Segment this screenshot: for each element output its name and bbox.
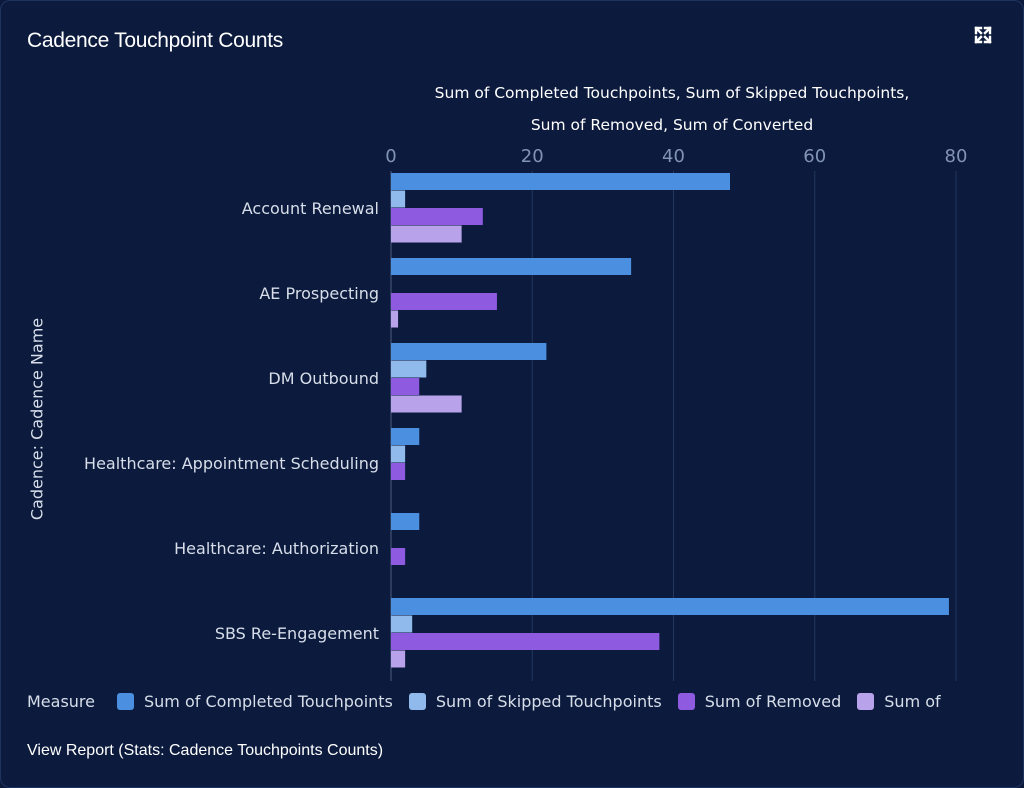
legend: Measure Sum of Completed Touchpoints Sum… <box>27 688 957 714</box>
bar <box>391 293 497 310</box>
legend-swatch <box>677 692 695 710</box>
bar <box>391 598 949 615</box>
legend-swatch <box>117 692 134 710</box>
y-category-label: SBS Re-Engagement <box>215 624 379 643</box>
bar <box>391 378 420 395</box>
legend-text: Sum of <box>884 691 941 711</box>
expand-arrows-icon <box>974 26 992 44</box>
x-tick-label: 60 <box>803 146 826 167</box>
bar <box>391 463 406 480</box>
y-category-label: DM Outbound <box>268 369 379 388</box>
bar <box>391 395 462 413</box>
legend-text: Sum of Skipped Touchpoints <box>435 691 662 711</box>
bar-chart: 0 20 40 60 80 Account Renewal AE Prospecting DM… <box>84 146 968 681</box>
x-tick-label: 0 <box>385 146 396 167</box>
legend-text: Sum of Completed Touchpoints <box>144 691 393 711</box>
bar <box>391 650 406 668</box>
view-report-link[interactable]: View Report (Stats: Cadence Touchpoints … <box>27 742 384 759</box>
y-category-label: AE Prospecting <box>259 284 379 303</box>
legend-text: Sum of Removed <box>704 691 842 711</box>
bar <box>391 428 420 445</box>
bar <box>391 445 406 463</box>
bar <box>391 310 399 328</box>
bar <box>391 208 483 225</box>
legend-item-converted[interactable]: Sum of <box>857 691 941 711</box>
legend-swatch <box>857 692 875 710</box>
bar <box>391 343 547 360</box>
legend-item-skipped[interactable]: Sum of Skipped Touchpoints <box>408 691 662 711</box>
bar <box>391 190 406 208</box>
bar <box>391 258 632 275</box>
bar <box>391 360 427 378</box>
bar <box>391 513 420 530</box>
legend-label: Measure <box>27 691 95 711</box>
x-axis-title-line-2: Sum of Removed, Sum of Converted <box>530 116 814 134</box>
x-tick-label: 80 <box>945 146 968 167</box>
bar <box>391 548 406 565</box>
y-category-label: Healthcare: Authorization <box>174 539 379 558</box>
chart-title: Cadence Touchpoint Counts <box>27 29 283 52</box>
bar <box>391 173 730 190</box>
bar <box>391 633 660 650</box>
bar <box>391 615 413 633</box>
legend-item-removed[interactable]: Sum of Removed <box>677 691 842 711</box>
expand-button[interactable] <box>969 21 997 49</box>
x-tick-label: 40 <box>662 146 685 167</box>
bar <box>391 225 462 243</box>
y-category-label: Account Renewal <box>242 199 379 218</box>
legend-swatch <box>408 692 426 710</box>
y-category-label: Healthcare: Appointment Scheduling <box>84 454 379 473</box>
x-axis-title-line-1: Sum of Completed Touchpoints, Sum of Ski… <box>434 84 910 102</box>
legend-item-completed[interactable]: Sum of Completed Touchpoints <box>117 692 393 711</box>
x-tick-label: 20 <box>521 146 544 167</box>
